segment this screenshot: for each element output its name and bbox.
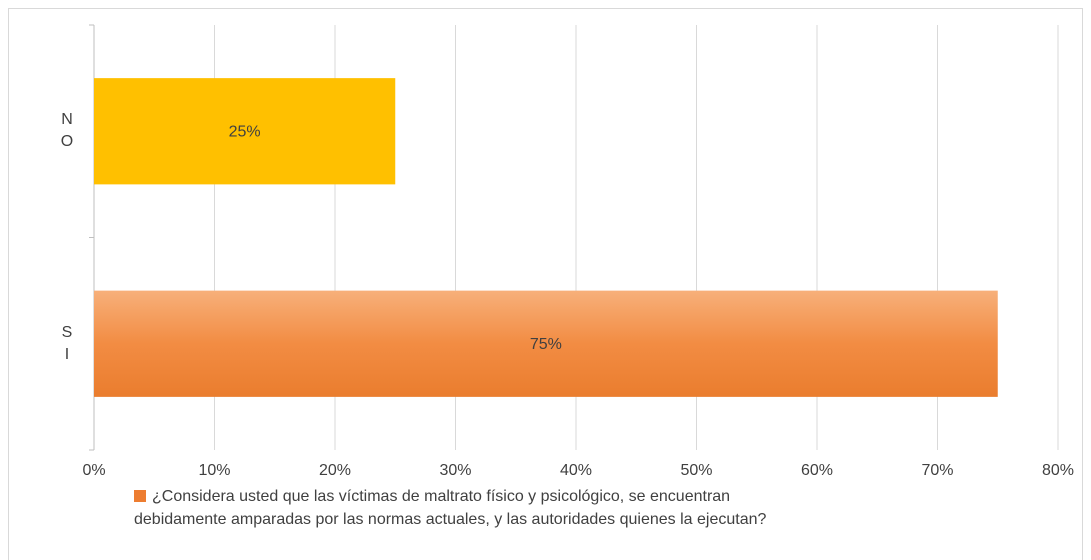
data-label: 25% — [229, 123, 261, 140]
x-tick-label: 40% — [560, 462, 592, 479]
x-tick-label: 10% — [198, 462, 230, 479]
bar — [94, 290, 998, 397]
data-label: 75% — [530, 336, 562, 353]
x-tick-label: 0% — [82, 462, 105, 479]
chart-frame — [8, 8, 1083, 560]
x-tick-label: 80% — [1042, 462, 1074, 479]
x-tick-label: 60% — [801, 462, 833, 479]
legend: ¿Considera usted que las víctimas de mal… — [134, 485, 794, 531]
y-tick-label: NO — [60, 111, 74, 151]
y-tick-label: SI — [61, 323, 73, 363]
legend-label: ¿Considera usted que las víctimas de mal… — [134, 488, 767, 528]
x-tick-label: 50% — [680, 462, 712, 479]
x-tick-label: 70% — [921, 462, 953, 479]
bar — [94, 78, 396, 185]
legend-swatch — [134, 490, 146, 502]
x-tick-label: 30% — [439, 462, 471, 479]
x-tick-label: 20% — [319, 462, 351, 479]
